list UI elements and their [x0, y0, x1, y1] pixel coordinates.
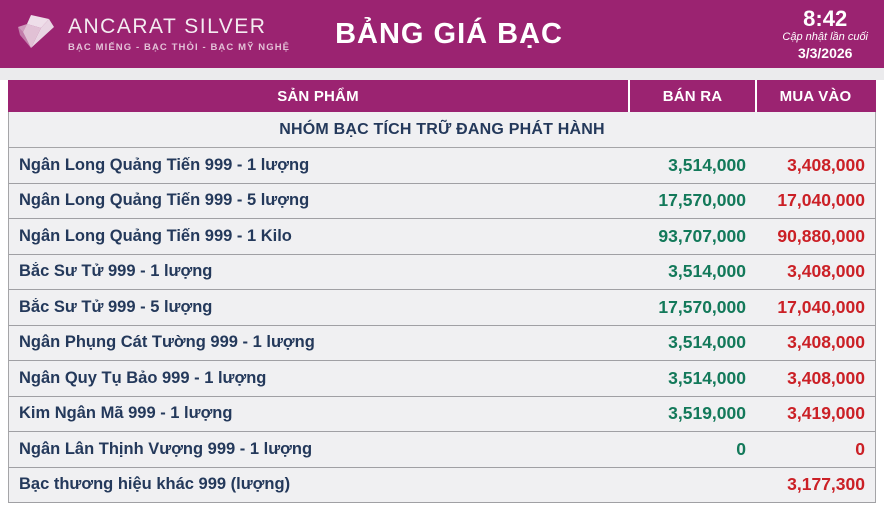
sell-price: 17,570,000 — [658, 296, 746, 317]
sell-price: 0 — [736, 438, 746, 459]
sell-price: 3,514,000 — [668, 332, 746, 353]
buy-price: 90,880,000 — [777, 225, 865, 246]
table-row: Ngân Long Quảng Tiến 999 - 1 Kilo 93,707… — [8, 219, 876, 255]
buy-price: 3,408,000 — [787, 332, 865, 353]
table-row: Ngân Long Quảng Tiến 999 - 1 lượng 3,514… — [8, 148, 876, 184]
product-name: Ngân Long Quảng Tiến 999 - 1 Kilo — [19, 226, 292, 245]
table-row: Bắc Sư Tử 999 - 1 lượng 3,514,000 3,408,… — [8, 254, 876, 290]
buy-price: 0 — [855, 438, 865, 459]
buy-price: 3,419,000 — [787, 403, 865, 424]
product-name: Bắc Sư Tử 999 - 5 lượng — [19, 297, 213, 316]
sell-price: 93,707,000 — [658, 225, 746, 246]
column-header-buy: MUA VÀO — [755, 80, 874, 112]
product-name: Ngân Quy Tụ Bảo 999 - 1 lượng — [19, 368, 267, 387]
buy-price: 3,408,000 — [787, 154, 865, 175]
page-title: BẢNG GIÁ BẠC — [335, 17, 563, 50]
banner-table-gap — [0, 68, 884, 80]
table-header-row: SẢN PHẨM BÁN RA MUA VÀO — [8, 80, 876, 112]
buy-price: 17,040,000 — [777, 296, 865, 317]
buy-price: 3,177,300 — [787, 474, 865, 495]
brand-name: ANCARAT SILVER — [68, 15, 267, 39]
sell-price: 3,514,000 — [668, 367, 746, 388]
table-row: Bạc thương hiệu khác 999 (lượng) 3,177,3… — [8, 467, 876, 503]
column-header-sell: BÁN RA — [628, 80, 755, 112]
sell-price: 17,570,000 — [658, 190, 746, 211]
brand-block: ANCARAT SILVER BẠC MIẾNG - BẠC THỎI - BẠ… — [0, 11, 335, 58]
product-name: Bạc thương hiệu khác 999 (lượng) — [19, 475, 291, 494]
product-name: Ngân Long Quảng Tiến 999 - 1 lượng — [19, 155, 310, 174]
sell-price: 3,514,000 — [668, 261, 746, 282]
update-info-block: 8:42 Cập nhật lần cuối 3/3/2026 — [563, 7, 884, 61]
column-header-product: SẢN PHẨM — [277, 87, 359, 105]
last-updated-time: 8:42 — [803, 5, 848, 31]
product-name: Ngân Long Quảng Tiến 999 - 5 lượng — [19, 191, 310, 210]
table-row: Ngân Lân Thịnh Vượng 999 - 1 lượng 0 0 — [8, 432, 876, 468]
product-name: Ngân Phụng Cát Tường 999 - 1 lượng — [19, 333, 315, 352]
last-updated-date: 3/3/2026 — [797, 45, 853, 62]
group-header-row: NHÓM BẠC TÍCH TRỮ ĐANG PHÁT HÀNH — [8, 112, 876, 148]
diamond-logo-icon — [14, 11, 60, 58]
sell-price: 3,514,000 — [668, 154, 746, 175]
table-row: Ngân Long Quảng Tiến 999 - 5 lượng 17,57… — [8, 183, 876, 219]
product-name: Kim Ngân Mã 999 - 1 lượng — [19, 404, 233, 423]
buy-price: 17,040,000 — [777, 190, 865, 211]
sell-price: 3,519,000 — [668, 403, 746, 424]
table-row: Bắc Sư Tử 999 - 5 lượng 17,570,000 17,04… — [8, 290, 876, 326]
header-banner: ANCARAT SILVER BẠC MIẾNG - BẠC THỎI - BẠ… — [0, 0, 884, 68]
product-name: Ngân Lân Thịnh Vượng 999 - 1 lượng — [19, 439, 313, 458]
table-row: Kim Ngân Mã 999 - 1 lượng 3,519,000 3,41… — [8, 396, 876, 432]
table-row: Ngân Quy Tụ Bảo 999 - 1 lượng 3,514,000 … — [8, 361, 876, 397]
table-row: Ngân Phụng Cát Tường 999 - 1 lượng 3,514… — [8, 325, 876, 361]
buy-price: 3,408,000 — [787, 367, 865, 388]
last-updated-label: Cập nhật lần cuối — [782, 31, 869, 44]
brand-tagline: BẠC MIẾNG - BẠC THỎI - BẠC MỸ NGHỆ — [68, 41, 291, 53]
product-name: Bắc Sư Tử 999 - 1 lượng — [19, 262, 213, 281]
silver-price-table: SẢN PHẨM BÁN RA MUA VÀO NHÓM BẠC TÍCH TR… — [8, 80, 876, 503]
buy-price: 3,408,000 — [787, 261, 865, 282]
brand-text: ANCARAT SILVER BẠC MIẾNG - BẠC THỎI - BẠ… — [68, 15, 290, 52]
